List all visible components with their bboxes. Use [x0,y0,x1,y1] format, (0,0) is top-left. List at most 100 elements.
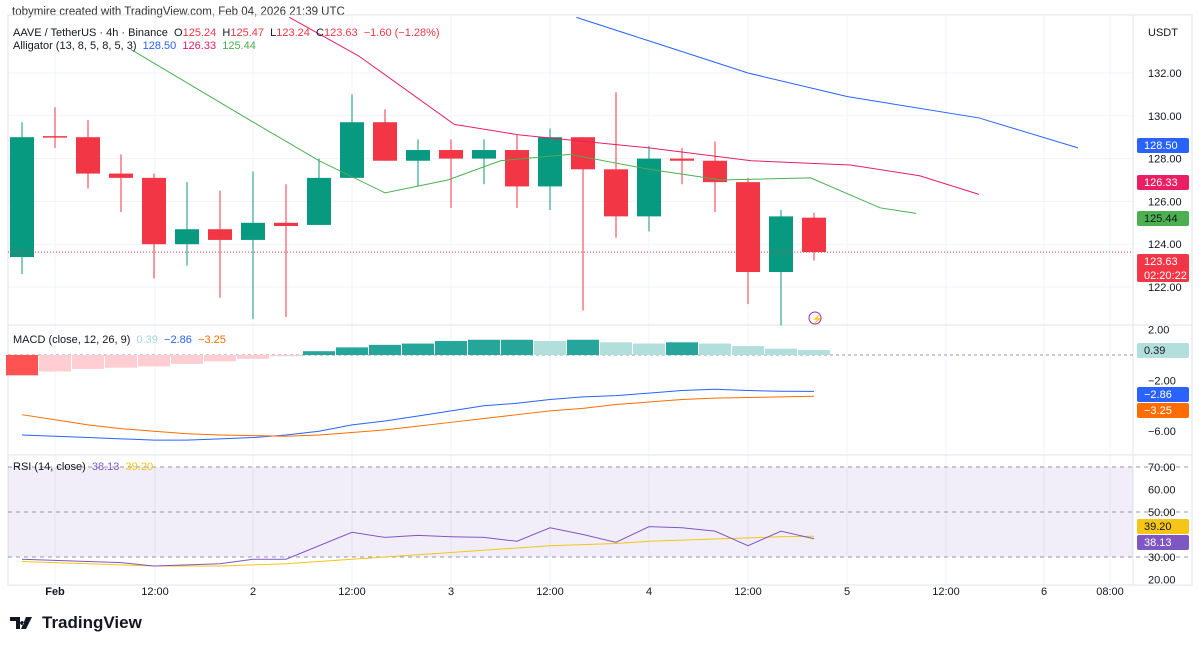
macd-histogram-bar [501,339,533,355]
candle-body [802,217,826,253]
candle-body [406,150,430,161]
tv-logo-icon [10,617,32,629]
macd-histogram-bar [435,341,467,355]
time-tick: 6 [1041,586,1047,598]
macd-histogram-bar [138,355,170,367]
candle-body [109,173,133,178]
macd-histogram-bar [699,343,731,355]
macd-line [21,388,815,441]
candle-body [604,169,628,217]
high-value: 125.47 [230,27,264,39]
macd-signal-badge [1137,403,1189,418]
tradingview-logo[interactable]: TradingView [10,613,142,633]
macd-histogram-bar [369,344,401,355]
candle-body [76,137,100,174]
lips-badge-text: 125.44 [1144,213,1178,225]
macd-histogram-bar [270,355,302,357]
macd-histogram-bar [303,351,335,355]
macd-histogram-bar [171,355,203,364]
candle-body [175,229,199,245]
rsi-badge [1137,535,1189,550]
macd-tick: 2.00 [1148,325,1169,337]
rsi-line [21,526,815,567]
macd-tick: −6.00 [1148,426,1176,438]
macd-signal-badge-text: −3.25 [1144,405,1172,417]
time-tick: 4 [646,586,652,598]
macd-histogram-bar [534,341,566,355]
symbol-name[interactable]: AAVE / TetherUS · 4h · Binance [13,27,168,39]
candle-body [208,229,232,240]
jaw-badge [1137,138,1189,153]
macd-histogram-bar [468,339,500,355]
candle-body [43,136,67,138]
high-label: H [222,27,231,39]
open-value: 125.24 [182,27,217,39]
candle-body [538,137,562,187]
rsi-tick: 60.00 [1148,485,1176,497]
macd-line-badge-text: −2.86 [1144,389,1172,401]
teeth-badge-text: 126.33 [1144,177,1178,189]
macd-histogram-bar [798,350,830,355]
countdown-text: 02:20:22 [1144,270,1187,282]
candle-body [505,150,529,187]
candle-body [142,177,166,245]
time-tick: 08:00 [1096,586,1124,598]
rsi-ma-value: 39.20 [125,461,154,473]
rsi-ma-badge-text: 39.20 [1144,521,1172,533]
chart-frame [7,14,1193,586]
time-tick: Feb [45,586,65,598]
alligator-jaw-line [576,16,1079,149]
macd-hist-badge [1137,343,1189,358]
candle-body [10,137,34,258]
macd-histogram-bar [39,355,71,372]
last-price-badge-text: 123.63 [1144,256,1178,268]
macd-signal-value: −3.25 [198,334,226,346]
last-price-badge [1137,254,1189,282]
macd-histogram-bar [105,355,137,368]
open-label: O [174,27,183,39]
price-tick: 132.00 [1148,68,1182,80]
change-value: −1.60 (−1.28%) [363,27,440,39]
alligator-title[interactable]: Alligator (13, 8, 5, 8, 5, 3) [13,40,137,52]
time-tick: 12:00 [338,586,366,598]
teeth-value: 126.33 [182,40,217,52]
time-tick: 12:00 [734,586,762,598]
rsi-tick: 50.00 [1148,507,1176,519]
close-label: C [316,27,324,39]
logo-text: TradingView [42,613,142,632]
rsi-tick: 20.00 [1148,575,1176,587]
candle-body [373,122,397,161]
candle-body [703,160,727,183]
time-tick: 12:00 [141,586,169,598]
rsi-tick: 30.00 [1148,552,1176,564]
macd-title[interactable]: MACD (close, 12, 26, 9) [13,334,131,346]
alligator-lips-line [130,49,917,214]
macd-histogram-bar [732,346,764,355]
macd-histogram-bar [666,342,698,355]
low-label: L [270,27,277,39]
alligator-teeth-line [289,16,980,195]
macd-histogram-bar [600,342,632,355]
rsi-legend: RSI (14, close) 38.13 39.20 [13,461,153,473]
macd-histogram-bar [633,343,665,355]
candle-body [307,177,331,225]
macd-histogram-bar [237,355,269,359]
currency-label: USDT [1148,27,1178,39]
candle-body [472,150,496,159]
low-value: 123.24 [276,27,310,39]
price-tick: 126.00 [1148,196,1182,208]
lightning-icon [808,311,822,325]
lips-value: 125.44 [222,40,256,52]
macd-histogram-bar [204,355,236,362]
macd-line-value: −2.86 [164,334,192,346]
candle-body [340,122,364,178]
candle-body [670,158,694,161]
candle-body [736,182,760,273]
macd-hist-badge-text: 0.39 [1144,345,1165,357]
rsi-title[interactable]: RSI (14, close) [13,461,86,473]
symbol-legend: AAVE / TetherUS · 4h · Binance O125.24 H… [13,27,440,39]
time-tick: 12:00 [932,586,960,598]
macd-histogram-bar [765,348,797,355]
